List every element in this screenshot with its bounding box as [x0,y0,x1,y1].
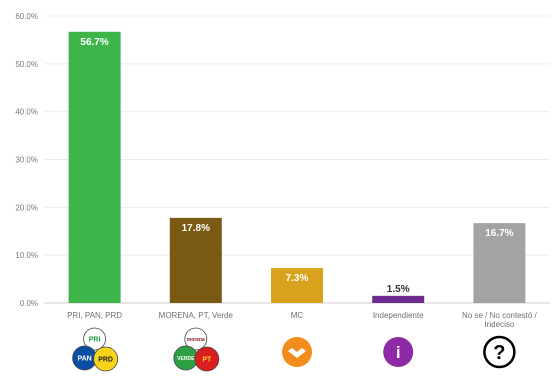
mc-logo-icon [282,337,312,367]
y-tick-label: 10.0% [15,251,38,260]
logo-badge-text: VERDE [177,356,195,362]
logo-badge [93,346,118,372]
logo-badge [194,346,220,372]
bar-value-label: 56.7% [80,37,108,48]
logo-badge-text: PRD [98,357,113,364]
bars [68,31,526,303]
party-logo-icons: PRI PAN PRD morena VERDE PT i? [72,327,516,372]
category-label: Indeciso [485,320,515,329]
y-tick-label: 20.0% [15,203,38,212]
logo-badge-text: PT [202,357,212,364]
y-tick-label: 50.0% [15,60,38,69]
bar [473,223,526,303]
bar-value-labels: 56.7% 17.8% 7.3% 1.5% 16.7% [80,37,513,295]
question-mark-icon: ? [483,335,516,369]
y-tick-label: 30.0% [15,156,38,165]
eagle-shape [288,348,306,358]
y-axis-tick-labels: 0.0% 10.0% 20.0% 30.0% 40.0% 50.0% 60.0% [15,12,38,308]
logo-badge-text: ? [493,342,505,364]
pri-pan-prd-logos-icon: PRI PAN PRD [72,327,118,372]
gridlines [44,15,550,304]
bar [271,268,323,303]
morena-pt-verde-logos-icon: morena VERDE PT [173,327,220,372]
category-label: No se / No contestó / [462,311,537,320]
independiente-info-icon: i [383,337,414,367]
logo-badge [83,327,106,351]
bar-value-label: 16.7% [485,228,513,239]
bar [372,295,425,303]
bar-value-label: 7.3% [286,273,309,284]
y-tick-label: 40.0% [15,108,38,117]
logo-badge [483,335,516,369]
category-labels: PRI, PAN, PRD MORENA, PT, Verde MC Independ… [67,311,537,329]
y-tick-label: 60.0% [15,12,38,21]
bar-value-label: 17.8% [182,223,210,234]
logo-badge-text: PRI [89,337,101,344]
bar [169,217,222,303]
category-label: MC [291,311,304,320]
logo-badge-text: PAN [77,356,91,363]
category-label: PRI, PAN, PRD [67,311,122,320]
logo-badge-text: morena [187,337,205,343]
logo-badge [184,327,208,351]
logo-badge-text: i [396,343,401,362]
bar [68,31,121,303]
bar-value-label: 1.5% [387,284,410,295]
category-label: MORENA, PT, Verde [159,311,234,320]
y-tick-label: 0.0% [20,299,38,308]
logo-badge [383,337,414,367]
category-label: Independiente [373,311,424,320]
